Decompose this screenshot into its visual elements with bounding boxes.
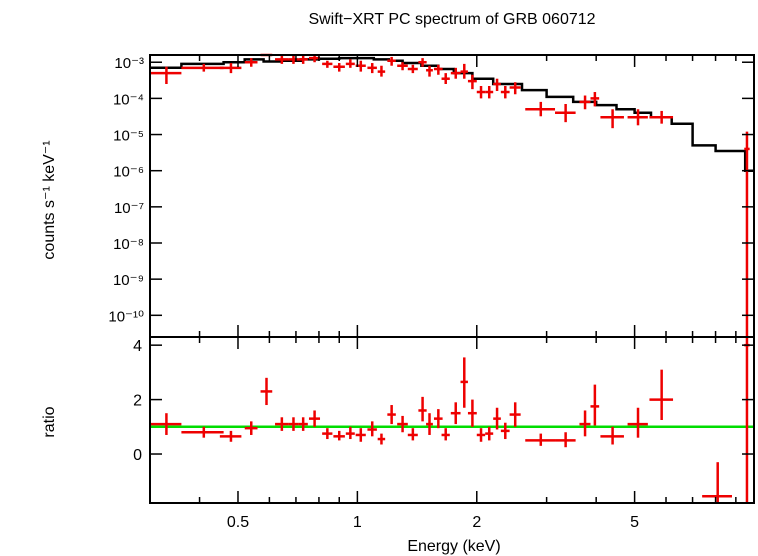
- spectrum-data-point: [460, 63, 468, 79]
- spectrum-y-tick-label: 10⁻⁹: [113, 272, 144, 289]
- spectrum-data-point: [555, 103, 576, 123]
- ratio-data-point: [355, 428, 366, 442]
- x-tick-label: 1: [353, 514, 362, 531]
- spectrum-y-tick-label: 10⁻⁵: [113, 128, 144, 145]
- spectrum-data-point: [426, 65, 433, 77]
- ratio-data-point: [397, 415, 408, 433]
- spectrum-data-point: [333, 63, 345, 72]
- spectrum-data-point: [181, 63, 224, 72]
- spectrum-data-point: [219, 63, 242, 74]
- spectrum-data-point: [367, 63, 377, 74]
- ratio-data-point: [407, 428, 418, 441]
- ratio-data-point: [418, 396, 427, 422]
- ratio-data-point: [555, 432, 576, 448]
- ratio-data-point: [702, 462, 732, 503]
- ratio-data-point: [649, 369, 674, 420]
- spectrum-y-tick-label: 10⁻⁴: [113, 91, 144, 108]
- spectrum-data-point: [744, 131, 750, 337]
- ratio-data-point: [308, 410, 321, 427]
- spectrum-data-point: [590, 92, 600, 107]
- ratio-data-point: [433, 409, 443, 429]
- spectrum-data-point: [377, 65, 386, 77]
- spectrum-data-point: [244, 58, 258, 67]
- ratio-data-point: [219, 430, 242, 442]
- ratio-data-point: [367, 421, 377, 437]
- ratio-data-point: [500, 422, 510, 440]
- spectrum-y-tick-label: 10⁻⁷: [114, 200, 144, 217]
- spectrum-data-point: [500, 86, 510, 99]
- spectrum-data-point: [509, 82, 521, 95]
- spectrum-data-point: [525, 101, 556, 117]
- spectrum-data-point: [649, 110, 674, 124]
- ratio-y-axis-label: ratio: [41, 406, 58, 437]
- spectrum-data-point: [467, 74, 477, 90]
- spectrum-data-point: [387, 56, 396, 66]
- ratio-data-point: [260, 377, 273, 406]
- spectrum-y-tick-label: 10⁻⁶: [113, 164, 144, 181]
- ratio-data-point: [450, 402, 461, 425]
- spectrum-model-step-line: [150, 56, 754, 172]
- spectrum-data-point: [600, 109, 624, 129]
- ratio-data-point: [441, 428, 450, 441]
- spectrum-data-point: [288, 55, 299, 64]
- ratio-data-point: [377, 433, 386, 445]
- spectrum-y-tick-label: 10⁻⁸: [113, 236, 144, 253]
- ratio-data-point: [244, 421, 258, 435]
- ratio-data-point: [627, 407, 648, 438]
- ratio-data-point: [476, 428, 486, 442]
- ratio-y-tick-label: 0: [133, 447, 142, 464]
- x-tick-label: 5: [630, 514, 639, 531]
- x-tick-label: 0.5: [227, 514, 249, 531]
- spectrum-data-point: [397, 62, 408, 71]
- ratio-panel-frame: [149, 336, 755, 504]
- spectrum-data-point: [493, 78, 501, 92]
- x-tick-label: 2: [472, 514, 481, 531]
- ratio-data-point: [345, 426, 355, 440]
- chart-plot-area: 0.5 1 2 5 10⁻³ 10⁻⁴ 10⁻⁵ 10⁻⁶ 10⁻⁷ 10⁻⁸ 10⁻⁹ 10⁻¹⁰ 0…: [108, 53, 755, 531]
- ratio-data-point: [600, 426, 624, 445]
- spectrum-data-point: [433, 64, 443, 75]
- spectrum-data-point: [150, 66, 182, 84]
- spectrum-data-point: [476, 86, 486, 99]
- x-axis-label: Energy (keV): [407, 538, 500, 555]
- ratio-y-tick-label: 4: [133, 338, 142, 355]
- spectrum-data-point: [579, 95, 591, 110]
- ratio-data-point: [467, 399, 477, 427]
- ratio-data-point: [426, 413, 433, 435]
- spectrum-data-point: [322, 60, 333, 68]
- spectrum-y-tick-label: 10⁻³: [114, 55, 144, 72]
- spectrum-y-tick-label: 10⁻¹⁰: [108, 308, 144, 325]
- spectrum-y-axis-label: counts s⁻¹ keV⁻¹: [41, 140, 58, 259]
- ratio-data-point: [509, 402, 521, 427]
- chart-title: Swift−XRT PC spectrum of GRB 060712: [308, 11, 595, 28]
- ratio-data-point: [181, 426, 224, 438]
- ratio-data-point: [150, 413, 182, 435]
- ratio-data-point: [485, 426, 494, 441]
- ratio-data-point: [590, 384, 600, 426]
- spectrum-data-point: [450, 67, 461, 79]
- spectrum-data-point: [308, 55, 321, 63]
- ratio-data-point: [298, 417, 308, 431]
- ratio-data-point: [387, 405, 396, 425]
- ratio-data-point: [579, 410, 591, 437]
- ratio-data-point: [275, 417, 289, 431]
- spectrum-data-point: [441, 73, 450, 84]
- ratio-data-point: [744, 337, 750, 503]
- ratio-y-tick-label: 2: [133, 393, 142, 410]
- spectrum-data-point: [407, 64, 418, 74]
- ratio-data-point: [322, 428, 333, 440]
- ratio-data-point: [460, 357, 468, 408]
- spectrum-data-point: [298, 55, 308, 64]
- spectrum-data-point: [345, 59, 355, 68]
- ratio-data-point: [525, 433, 556, 446]
- spectrum-data-point: [627, 109, 648, 126]
- spectrum-panel-frame: [149, 54, 755, 338]
- ratio-data-point: [333, 430, 345, 441]
- ratio-data-point: [288, 417, 299, 431]
- spectrum-data-point: [485, 86, 494, 99]
- spectrum-data-point: [418, 58, 427, 67]
- ratio-data-point: [493, 407, 501, 430]
- spectrum-data-point: [275, 55, 289, 64]
